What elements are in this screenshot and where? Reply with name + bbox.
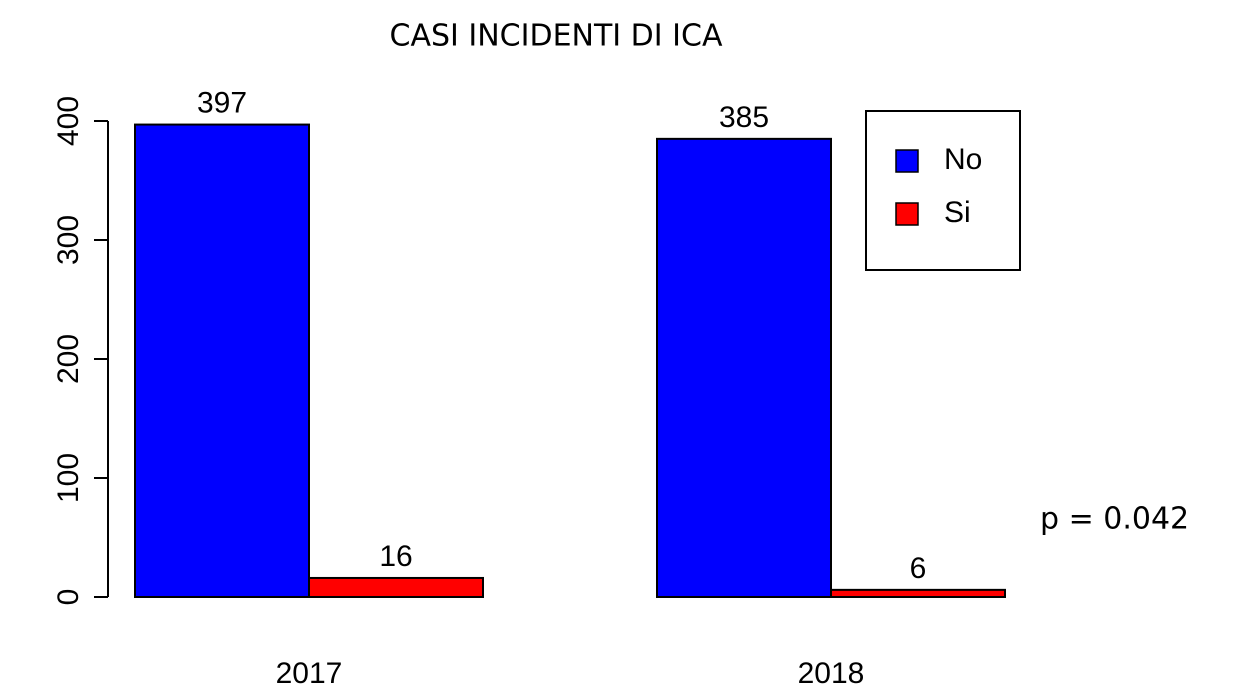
legend-swatch xyxy=(895,202,919,226)
y-tick-label: 100 xyxy=(52,453,85,503)
legend-box xyxy=(865,110,1021,271)
bar xyxy=(134,123,310,598)
bar xyxy=(656,137,832,598)
data-label: 397 xyxy=(197,86,247,119)
legend-label: No xyxy=(944,143,982,176)
bar xyxy=(830,588,1006,598)
legend-label: Si xyxy=(944,196,971,229)
data-label: 16 xyxy=(379,540,412,573)
bar xyxy=(308,576,484,599)
y-tick-label: 400 xyxy=(52,96,85,146)
x-tick-label: 2017 xyxy=(276,657,343,690)
x-tick-label: 2018 xyxy=(798,657,865,690)
chart-title: CASI INCIDENTI DI ICA xyxy=(390,19,723,54)
y-tick-label: 200 xyxy=(52,334,85,384)
data-label: 6 xyxy=(910,552,927,585)
y-tick-label: 0 xyxy=(52,589,85,606)
legend-swatch xyxy=(895,149,919,173)
y-tick-label: 300 xyxy=(52,215,85,265)
annotation: p = 0.042 xyxy=(1040,502,1189,537)
data-label: 385 xyxy=(719,101,769,134)
